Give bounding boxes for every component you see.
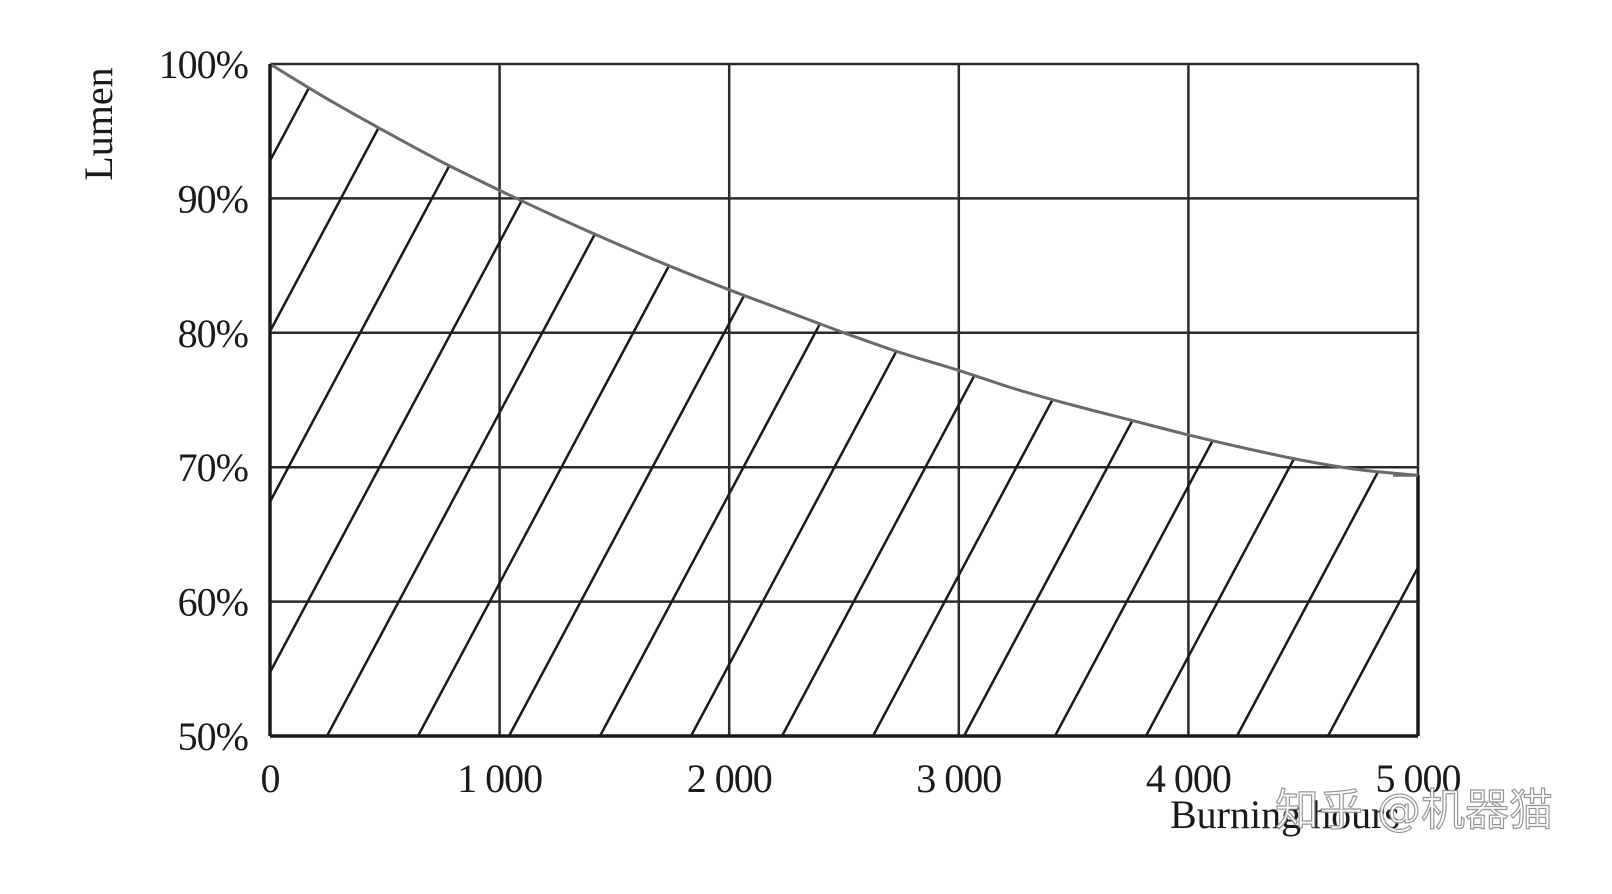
grid bbox=[268, 62, 1420, 738]
x-tick-label: 3 000 bbox=[916, 756, 1001, 801]
hatch-line bbox=[780, 64, 1164, 736]
y-tick-label: 80% bbox=[178, 311, 248, 356]
hatch-line bbox=[270, 64, 527, 736]
hatch-line bbox=[1235, 64, 1418, 736]
y-tick-label: 70% bbox=[178, 445, 248, 490]
watermark-text: 知乎 @机器猫 bbox=[1275, 785, 1553, 836]
x-tick-label: 4 000 bbox=[1146, 756, 1231, 801]
hatch-line bbox=[0, 24, 70, 736]
hatch-line bbox=[962, 64, 1346, 736]
plot-frame bbox=[268, 64, 1420, 738]
hatch-line bbox=[1326, 64, 1418, 736]
x-tick-label: 2 000 bbox=[687, 756, 772, 801]
hatch-line bbox=[689, 64, 1073, 736]
hatch-line bbox=[1601, 24, 1612, 736]
hatch-line bbox=[871, 64, 1255, 736]
hatch-line bbox=[0, 24, 252, 736]
hatch-line bbox=[270, 64, 618, 736]
hatch-line bbox=[1144, 64, 1418, 736]
x-axis-label: Burning hours bbox=[1170, 792, 1400, 837]
hatch-line bbox=[1417, 64, 1418, 736]
hatched-area bbox=[0, 24, 1612, 736]
x-tick-labels: 0 1 000 2 000 3 000 4 000 5 000 bbox=[261, 756, 1462, 801]
x-tick-label: 0 bbox=[261, 756, 280, 801]
hatch-line bbox=[1053, 64, 1418, 736]
hatch-line bbox=[507, 64, 891, 736]
hatch-line bbox=[416, 64, 800, 736]
x-tick-label: 5 000 bbox=[1376, 756, 1461, 801]
y-tick-labels: 50% 60% 70% 80% 90% 100% bbox=[159, 42, 249, 759]
hatch-line bbox=[1510, 24, 1612, 736]
lumen-curve bbox=[269, 62, 1419, 477]
hatch-line bbox=[270, 64, 436, 736]
hatch-line bbox=[270, 64, 345, 736]
y-tick-label: 100% bbox=[159, 42, 248, 87]
y-tick-label: 60% bbox=[178, 580, 248, 625]
y-tick-label: 90% bbox=[178, 176, 248, 221]
hatch-line bbox=[598, 64, 982, 736]
y-axis-label: Lumen bbox=[76, 67, 121, 180]
x-tick-label: 1 000 bbox=[457, 756, 542, 801]
y-tick-label: 50% bbox=[178, 714, 248, 759]
